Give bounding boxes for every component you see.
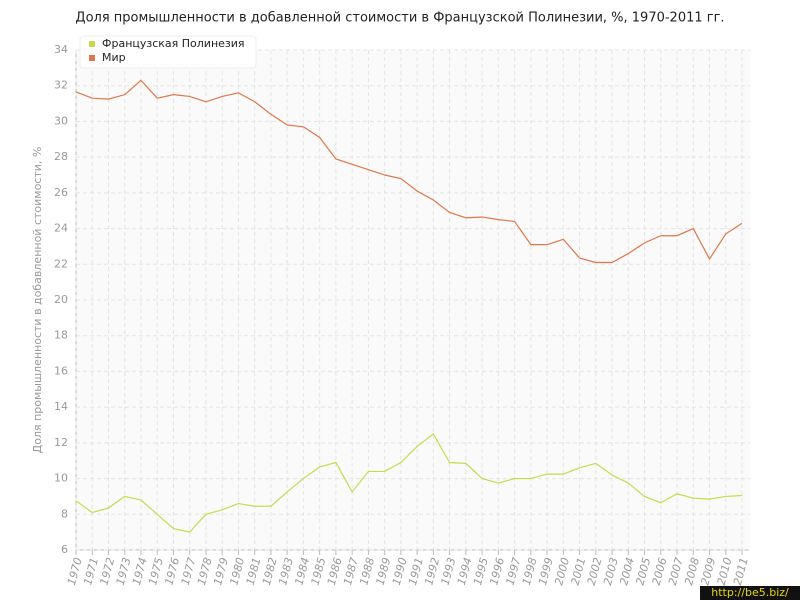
y-tick-label: 18 [54,329,68,342]
legend-marker [89,41,95,47]
y-tick-label: 28 [54,150,68,163]
y-tick-label: 20 [54,293,68,306]
y-tick-label: 30 [54,114,68,127]
y-tick-label: 10 [54,472,68,485]
legend-box [79,35,257,69]
y-axis-label: Доля промышленности в добавленной стоимо… [31,147,44,454]
y-tick-label: 34 [54,43,68,56]
y-tick-label: 12 [54,436,68,449]
legend-marker [89,55,95,61]
series-line [75,433,743,533]
watermark-box [700,586,800,600]
y-tick-label: 6 [61,543,68,556]
watermark: http://be5.biz/ [711,586,789,599]
legend-label: Французская Полинезия [102,37,245,50]
y-tick-label: 26 [54,186,68,199]
y-tick-label: 22 [54,257,68,270]
y-tick-label: 32 [54,79,68,92]
chart-title: Доля промышленности в добавленной стоимо… [75,11,724,26]
legend-label: Мир [102,51,126,64]
y-tick-label: 24 [54,222,68,235]
y-tick-label: 16 [54,364,68,377]
y-tick-label: 8 [61,507,68,520]
y-tick-label: 14 [54,400,68,413]
series-line [75,79,743,264]
